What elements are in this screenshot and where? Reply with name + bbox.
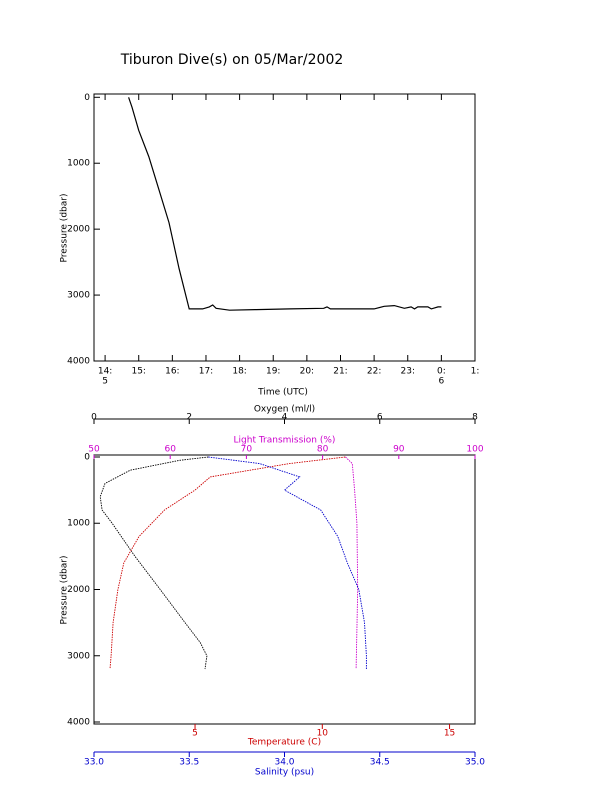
x-tick-label: 90 [393, 445, 405, 455]
x-tick-label: 0: [437, 367, 446, 377]
x-tick-label: 6 [377, 413, 383, 423]
profile-line [99, 456, 209, 670]
y-tick-label: 1000 [67, 519, 90, 529]
x-tick-label: 0 [91, 413, 97, 423]
y-tick-label: 0 [84, 452, 90, 462]
x-tick-label: 18: [232, 367, 246, 377]
x-tick-label: 80 [317, 445, 329, 455]
x-tick-label: 19: [266, 367, 280, 377]
date-label: 6 [439, 377, 445, 387]
y-tick-label: 0 [84, 93, 90, 103]
x-tick-label: 21: [333, 367, 347, 377]
y-axis-title: Pressure (dbar) [60, 194, 70, 263]
profile-line [208, 456, 367, 669]
x-tick-label: 34.5 [370, 758, 390, 768]
x-tick-label: 16: [165, 367, 179, 377]
plot-frame [93, 454, 476, 725]
x-tick-label: 23: [401, 367, 415, 377]
x-tick-label: 20: [300, 367, 314, 377]
x-tick-label: 100 [466, 445, 483, 455]
x-tick-label: 17: [199, 367, 213, 377]
profile-line [345, 456, 359, 670]
plot-frame [93, 93, 476, 362]
y-tick-label: 4000 [67, 718, 90, 728]
x-tick-label: 70 [241, 445, 253, 455]
x-tick-label: 1: [471, 367, 480, 377]
y-axis-title: Pressure (dbar) [60, 556, 70, 625]
y-tick-label: 4000 [67, 357, 90, 367]
y-tick-label: 1000 [67, 159, 90, 169]
y-tick-label: 3000 [67, 651, 90, 661]
profile-line [109, 456, 346, 670]
x-tick-label: 2 [186, 413, 192, 423]
axis-title: Temperature (C) [247, 738, 321, 748]
x-tick-label: 33.5 [179, 758, 199, 768]
x-tick-label: 22: [367, 367, 381, 377]
data-line [128, 97, 442, 311]
x-tick-label: 10 [317, 729, 329, 739]
x-axis-title: Time (UTC) [257, 388, 308, 398]
x-tick-label: 5 [192, 729, 198, 739]
chart-title: Tiburon Dive(s) on 05/Mar/2002 [120, 52, 344, 68]
x-tick-label: 15 [444, 729, 455, 739]
x-tick-label: 14: [98, 367, 112, 377]
x-tick-label: 4 [282, 413, 288, 423]
axis-title: Oxygen (ml/l) [254, 405, 315, 415]
x-tick-label: 35.0 [465, 758, 485, 768]
y-tick-label: 2000 [67, 225, 90, 235]
axis-title: Light Transmission (%) [234, 436, 336, 446]
x-tick-label: 50 [88, 445, 100, 455]
x-tick-label: 34.0 [274, 758, 294, 768]
y-tick-label: 2000 [67, 585, 90, 595]
axis-title: Salinity (psu) [255, 768, 314, 778]
x-tick-label: 33.0 [84, 758, 104, 768]
date-label: 5 [102, 377, 108, 387]
x-tick-label: 8 [472, 413, 478, 423]
x-tick-label: 60 [164, 445, 176, 455]
x-tick-label: 15: [131, 367, 145, 377]
y-tick-label: 3000 [67, 291, 90, 301]
